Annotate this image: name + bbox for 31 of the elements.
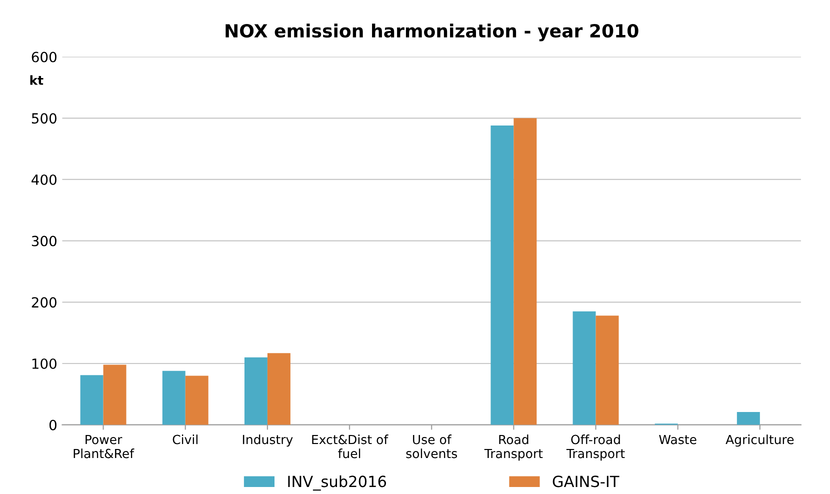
y-tick-label: 600 <box>32 52 56 62</box>
bar <box>162 370 186 425</box>
bar <box>490 126 514 425</box>
x-tick-label: Waste <box>659 434 696 444</box>
bar <box>572 311 596 425</box>
x-tick-label: Exct&Dist of fuel <box>312 434 388 458</box>
bar <box>596 316 619 425</box>
bar <box>514 118 537 425</box>
legend-label: INV_sub2016 <box>288 475 386 491</box>
x-tick-label: Power Plant&Ref <box>74 434 134 458</box>
bar <box>267 353 290 425</box>
x-tick-label: Industry <box>242 434 293 447</box>
bar <box>80 375 104 425</box>
y-tick-label: 400 <box>32 174 56 185</box>
chart-title: NOX emission harmonization - year 2010 <box>226 24 638 42</box>
bar <box>244 357 268 425</box>
x-tick-label: Civil <box>172 434 198 444</box>
y-tick-label: 0 <box>49 420 56 430</box>
legend-label: GAINS-IT <box>552 476 620 488</box>
y-tick-label: 500 <box>32 113 56 124</box>
y-axis-title: kt <box>30 75 44 85</box>
x-tick-label: Road Transport <box>484 434 543 461</box>
x-tick-label: Use of solvents <box>406 434 458 458</box>
bar <box>185 376 208 425</box>
y-tick-label: 200 <box>32 297 56 308</box>
bar <box>103 364 126 425</box>
x-tick-label: Off-road Transport <box>566 434 625 461</box>
bar <box>736 412 760 425</box>
x-tick-label: Agriculture <box>726 434 794 447</box>
y-tick-label: 100 <box>32 358 56 369</box>
y-tick-label: 300 <box>32 236 56 246</box>
